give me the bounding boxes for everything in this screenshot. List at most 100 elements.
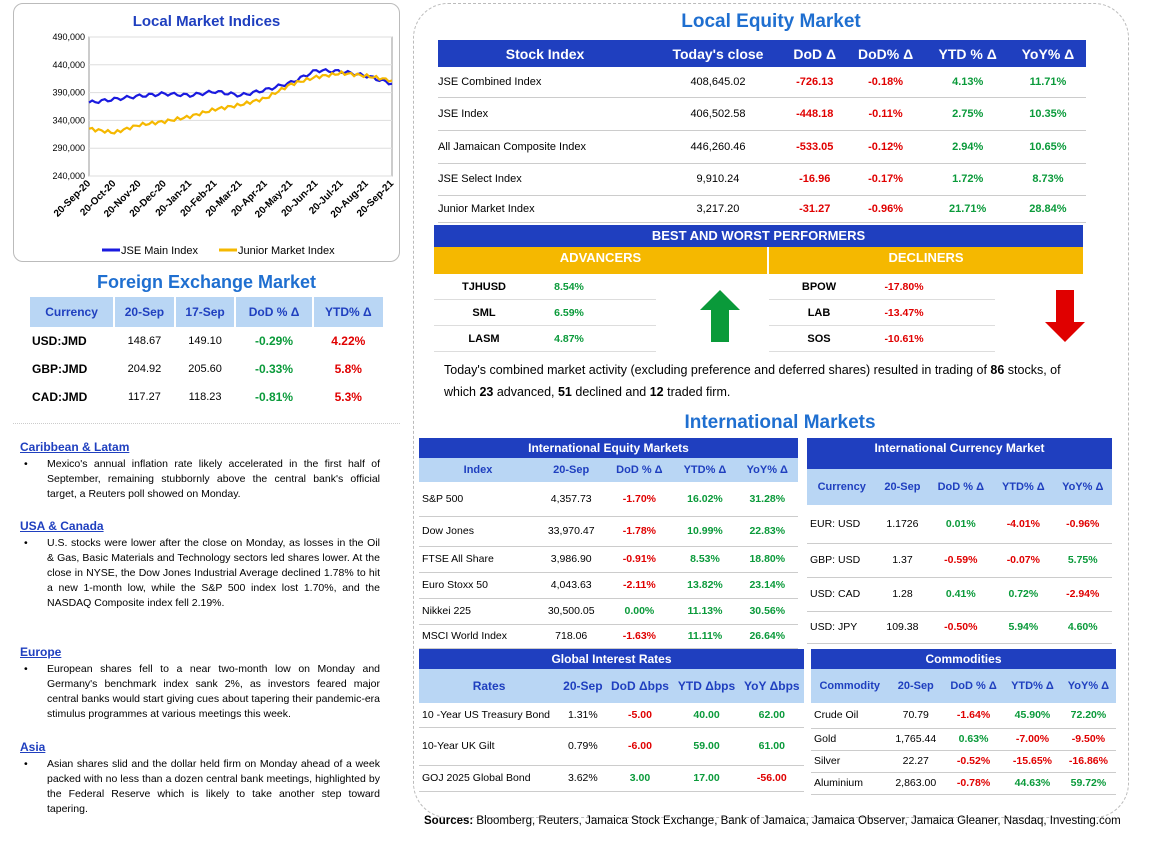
table-cell: 9,910.24	[652, 163, 784, 196]
table-cell: -726.13	[783, 67, 846, 98]
table-cell: -1.63%	[605, 624, 674, 649]
table-cell: Dow Jones	[419, 516, 538, 547]
performer-change: 6.59%	[554, 306, 584, 319]
commodities-table: Commodity 20-Sep DoD % Δ YTD% Δ YoY% Δ Crude…	[811, 669, 1116, 795]
equity-title: Local Equity Market	[681, 11, 861, 32]
table-cell: 4.22%	[331, 334, 366, 348]
table-row: MSCI World Index 718.06 -1.63% 11.11% 26.64%	[419, 624, 798, 649]
table-cell: 45.90%	[1004, 703, 1061, 729]
performer-change: 8.54%	[554, 280, 584, 293]
sources-label: Sources:	[424, 815, 474, 827]
rates-table: Rates 20-Sep DoD Δbps YTD Δbps YoY Δbps 10 -…	[419, 669, 804, 792]
table-cell: 1.28	[876, 577, 929, 612]
table-row: S&P 500 4,357.73 -1.70% 16.02% 31.28%	[419, 482, 798, 517]
y-tick-label: 490,000	[52, 32, 85, 42]
table-cell: 22.27	[888, 750, 944, 773]
table-row: Aluminium 2,863.00 -0.78% 44.63% 59.72%	[811, 772, 1116, 795]
table-cell: -2.11%	[605, 572, 674, 599]
table-cell: -0.33%	[255, 362, 294, 376]
table-cell: 30.56%	[736, 598, 798, 625]
performer-ticker: BPOW	[801, 280, 837, 293]
table-cell: GBP:JMD	[32, 362, 88, 376]
series-line-junior	[88, 69, 393, 135]
column-header: YoY% Δ	[1062, 481, 1104, 493]
column-header: Currency	[30, 297, 116, 327]
table-cell: 0.41%	[928, 577, 994, 612]
table-row: All Jamaican Composite Index 446,260.46 -5…	[438, 130, 1086, 164]
summary-text-2: stocks, of which	[444, 363, 1061, 399]
table-cell: 28.84%	[1009, 195, 1086, 223]
performer-change: 4.87%	[554, 332, 584, 345]
table-cell: 0.00%	[605, 598, 674, 625]
news-heading: Caribbean & Latam	[20, 440, 130, 454]
intl-equity-table: Index 20-Sep DoD % Δ YTD% Δ YoY% Δ S&P 500 4,…	[419, 458, 798, 649]
table-row: Junior Market Index 3,217.20 -31.27 -0.96% 2…	[438, 195, 1086, 223]
y-tick-label: 440,000	[52, 60, 85, 70]
news-text: Mexico's annual inflation rate likely ac…	[47, 458, 380, 500]
table-row: USD: JPY 109.38 -0.50% 5.94% 4.60%	[807, 611, 1112, 644]
decliners-label: DECLINERS	[769, 247, 1083, 274]
table-cell: Crude Oil	[811, 703, 889, 729]
intl-currency-title: International Currency Market	[807, 438, 1112, 469]
table-cell: 59.00	[673, 727, 740, 766]
table-cell: 4.60%	[1053, 611, 1112, 644]
advancers-label: ADVANCERS	[434, 247, 767, 274]
table-cell: EUR: USD	[807, 505, 877, 544]
table-cell: Gold	[811, 728, 889, 751]
table-cell: 149.10	[188, 335, 222, 347]
summary-text-3: advanced,	[493, 385, 558, 399]
summary-text-4: declined and	[571, 385, 650, 399]
table-cell: 2.75%	[925, 97, 1010, 131]
table-cell: 3,217.20	[652, 195, 784, 223]
column-header: YoY% Δ	[1021, 45, 1075, 62]
column-header: 20-Sep	[884, 481, 921, 493]
table-cell: CAD:JMD	[32, 390, 88, 404]
table-cell: -56.00	[739, 765, 804, 792]
column-header: YTD% Δ	[1001, 481, 1045, 493]
intl-title: International Markets	[684, 412, 876, 433]
table-cell: 30,500.05	[537, 598, 606, 625]
table-cell: 10.35%	[1009, 97, 1086, 131]
news-item: • Asian shares slid and the dollar held f…	[20, 757, 380, 817]
column-header: YoY% Δ	[1067, 680, 1110, 692]
column-header: DoD % Δ	[616, 464, 663, 476]
column-header: DoD % Δ	[950, 680, 997, 692]
news-block: Caribbean & Latam • Mexico's annual inflat…	[20, 440, 380, 502]
table-cell: JSE Select Index	[438, 163, 653, 196]
table-cell: 10.99%	[673, 516, 737, 547]
table-row: Euro Stoxx 50 4,043.63 -2.11% 13.82% 23.14%	[419, 572, 798, 599]
table-cell: 23.14%	[736, 572, 798, 599]
column-header: YTD% Δ	[312, 297, 386, 327]
table-cell: -0.17%	[845, 163, 926, 196]
table-cell: USD: JPY	[807, 611, 877, 644]
table-cell: 4,357.73	[537, 482, 606, 517]
column-header: 20-Sep	[553, 464, 590, 476]
table-cell: 10-Year UK Gilt	[419, 727, 560, 766]
table-cell: -0.12%	[845, 130, 926, 164]
table-cell: 26.64%	[736, 624, 798, 649]
table-cell: 61.00	[739, 727, 804, 766]
table-cell: -0.91%	[605, 546, 674, 573]
table-row: USD:JMD 148.67 149.10 -0.29% 4.22%	[30, 327, 384, 355]
table-row: Nikkei 225 30,500.05 0.00% 11.13% 30.56%	[419, 598, 798, 625]
table-cell: -0.50%	[928, 611, 994, 644]
table-cell: -0.96%	[845, 195, 926, 223]
table-row: Crude Oil 70.79 -1.64% 45.90% 72.20%	[811, 703, 1116, 729]
table-cell: 1.72%	[925, 163, 1010, 196]
table-cell: 8.53%	[673, 546, 737, 573]
table-cell: Silver	[811, 750, 889, 773]
column-header: DoD Δbps	[611, 679, 669, 693]
fx-title: Foreign Exchange Market	[96, 272, 317, 292]
table-cell: 117.27	[128, 391, 161, 403]
table-cell: -2.94%	[1053, 577, 1112, 612]
performer-row: SOS -10.61%	[769, 326, 995, 352]
table-cell: 0.72%	[993, 577, 1054, 612]
table-cell: USD: CAD	[807, 577, 877, 612]
table-cell: S&P 500	[419, 482, 538, 517]
table-cell: 10.65%	[1009, 130, 1086, 164]
table-cell: 5.94%	[993, 611, 1054, 644]
legend-label: JSE Main Index	[121, 245, 199, 257]
column-header: DoD % Δ	[235, 297, 314, 327]
table-row: 10 -Year US Treasury Bond 1.31% -5.00 40.00…	[419, 703, 804, 728]
column-header: DoD Δ	[793, 45, 837, 62]
